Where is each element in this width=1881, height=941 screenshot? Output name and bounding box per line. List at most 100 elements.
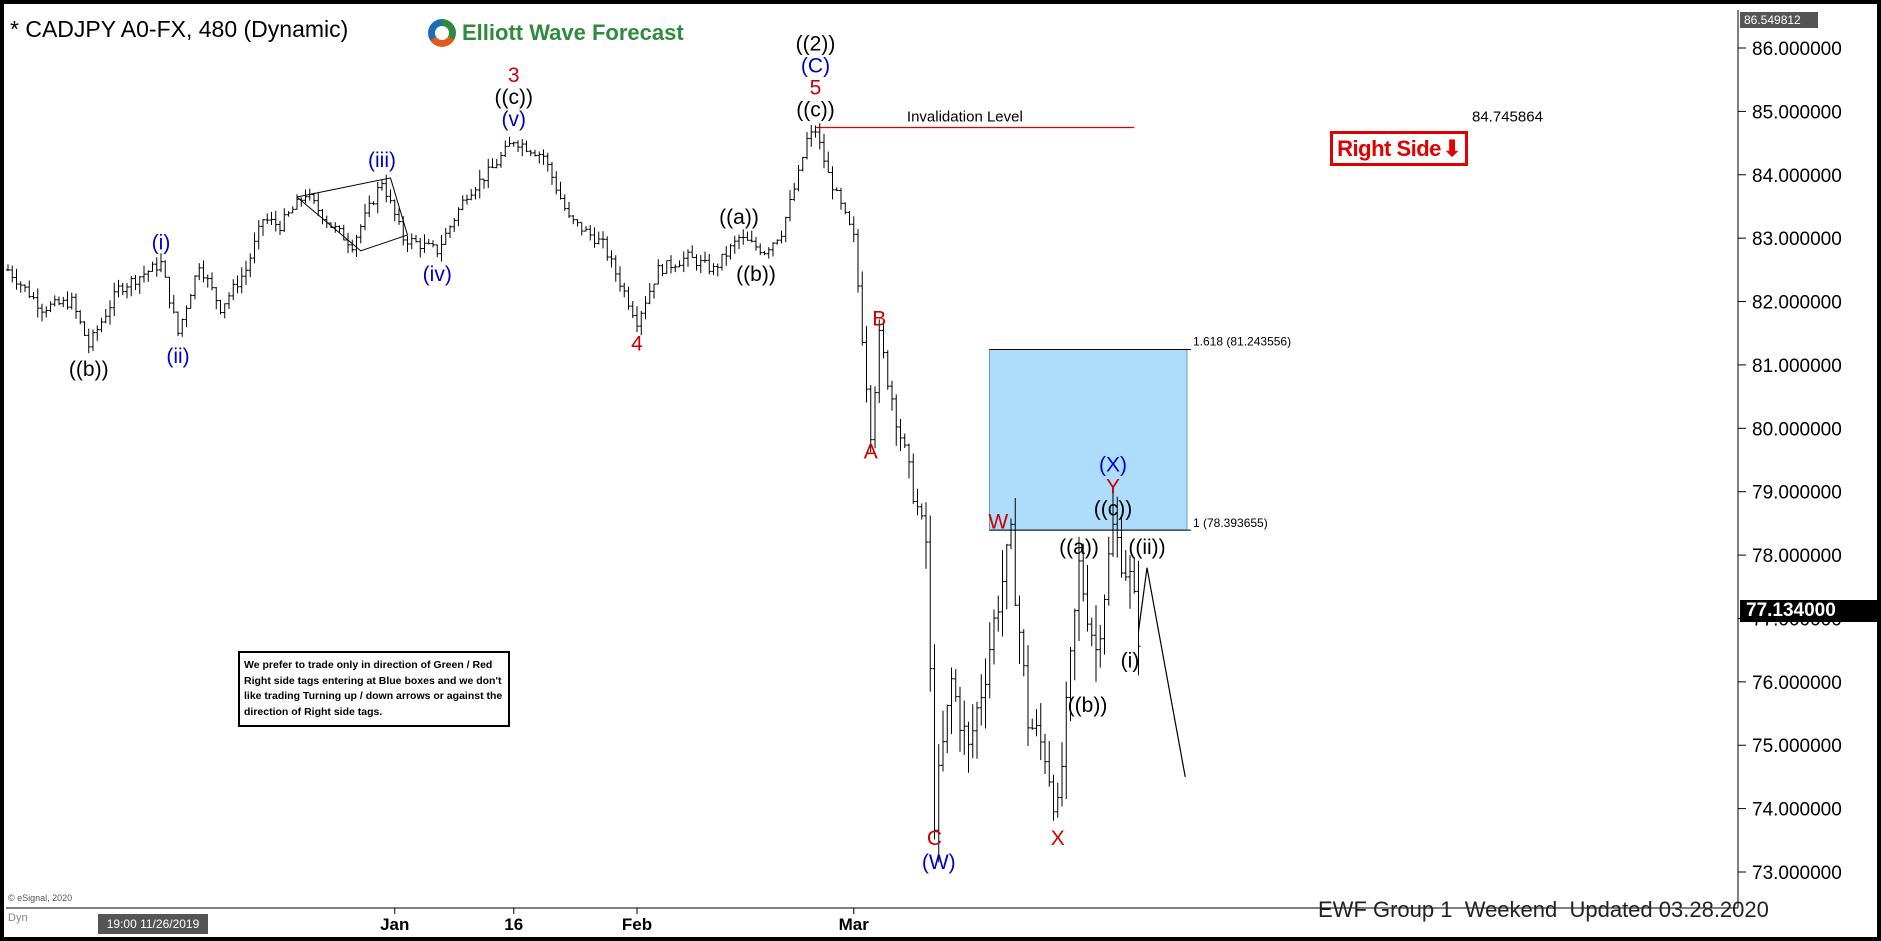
price-bar [367,195,372,218]
fib-label-high: 1.618 (81.243556) [1193,334,1291,348]
watermark: © eSignal, 2020 [8,893,73,903]
chart-title: * CADJPY A0-FX, 480 (Dynamic) [10,16,349,42]
y-tick-label: 82.000000 [1752,293,1842,314]
price-bar [214,286,219,310]
price-bar [252,232,257,264]
price-bar [975,701,979,759]
price-bar [1000,550,1005,637]
price-bar [388,189,393,204]
triangle-pattern [296,177,409,252]
price-bar [210,272,214,291]
brand: Elliott Wave Forecast [428,19,684,47]
price-bar [652,283,656,299]
wave-label: (i) [1121,649,1140,672]
price-bar [422,234,427,253]
price-bar [499,151,503,168]
price-bar [1034,709,1039,737]
y-tick-label: 78.000000 [1752,546,1842,567]
price-bar [448,225,452,238]
price-bar [779,230,784,244]
price-bar [163,260,168,278]
price-bar [469,189,474,201]
price-bar [1009,518,1013,550]
price-bar [813,125,818,138]
price-bar [669,255,673,274]
price-bar [843,202,848,215]
wave-label: 4 [631,333,643,356]
price-bar [350,239,355,253]
wave-label: 3 [508,64,520,87]
price-bar [150,261,155,272]
price-bar [1098,624,1103,668]
price-bar [494,158,499,169]
wave-label: (iii) [368,149,396,172]
price-bar [27,280,32,299]
price-bar [707,253,712,275]
price-bar [562,194,567,211]
price-bar [443,227,448,245]
price-bar [23,284,27,292]
price-bar [728,243,733,260]
fib-label-low: 1 (78.393655) [1193,516,1268,530]
price-bar [830,166,835,200]
price-bar [890,380,894,411]
price-bar [282,208,287,232]
price-bar [125,283,129,299]
price-bar [18,281,23,293]
wave-label: C [927,827,942,850]
dyn-label: Dyn [8,912,28,924]
price-bar [218,299,223,315]
price-bar [1051,774,1056,821]
price-bar [303,189,308,204]
wave-label: (v) [502,108,527,131]
price-bar [1085,564,1090,632]
price-bar [1072,608,1077,681]
price-bar [856,229,860,293]
price-bar [567,201,571,218]
price-bar [95,325,100,341]
price-bar [159,253,163,273]
wave-label: (iv) [423,263,452,286]
price-bar [970,704,975,759]
y-tick-label: 83.000000 [1752,229,1842,250]
price-bar [193,275,197,300]
price-bar [766,247,771,259]
price-bar [533,149,537,157]
price-bar [1128,555,1132,609]
price-bar [851,216,856,243]
price-bar [528,149,533,157]
price-bar [877,319,882,403]
right-side-label: Right Side [1337,135,1441,161]
price-bar [1089,617,1094,647]
price-bar [397,208,401,225]
brand-logo-icon [428,19,456,47]
price-bar [486,158,491,188]
price-bar [847,211,852,226]
price-bar [724,246,729,266]
price-bar [86,328,91,354]
price-bar [142,265,146,283]
wave-label: ((2)) [796,32,836,55]
y-tick-label: 84.000000 [1752,166,1842,187]
price-bar [188,293,193,309]
price-bar [660,263,665,277]
price-bar [375,181,380,214]
price-bar [316,191,321,217]
price-bar [116,279,121,298]
price-bar [409,233,414,250]
price-bar [1004,543,1009,610]
price-bar [137,275,142,294]
price-bar [261,219,265,236]
price-bar [715,263,720,277]
price-bar [341,224,346,241]
price-bar [31,291,36,300]
price-bar [868,385,873,453]
price-bar [860,271,865,346]
price-bar [154,257,159,277]
price-bar [103,308,108,324]
price-bar [6,264,10,272]
wave-label: X [1051,827,1065,850]
cursor-time: 19:00 11/26/2019 [98,914,208,934]
